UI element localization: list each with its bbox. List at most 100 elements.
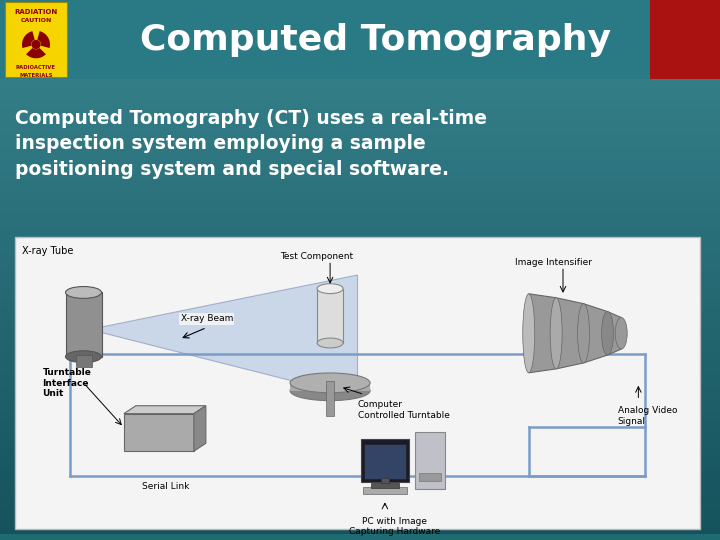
- Polygon shape: [89, 275, 358, 397]
- Bar: [0, 93, 720, 100]
- Bar: [0, 387, 720, 394]
- Text: X-ray Tube: X-ray Tube: [22, 246, 73, 256]
- Bar: [0, 313, 720, 320]
- Text: RADIATION: RADIATION: [14, 9, 58, 15]
- Text: Computed Tomography (CT) uses a real-time
inspection system employing a sample
p: Computed Tomography (CT) uses a real-tim…: [15, 109, 487, 179]
- Text: Serial Link: Serial Link: [142, 482, 189, 491]
- Bar: [419, 474, 441, 481]
- Bar: [0, 160, 720, 167]
- Ellipse shape: [577, 303, 590, 363]
- Polygon shape: [194, 406, 206, 451]
- Bar: [0, 80, 720, 87]
- Bar: [0, 480, 720, 487]
- Bar: [5, 2, 67, 77]
- Bar: [0, 6, 720, 14]
- Bar: [0, 414, 720, 420]
- Ellipse shape: [615, 318, 627, 349]
- Bar: [0, 113, 720, 120]
- Bar: [0, 427, 720, 434]
- Bar: [0, 340, 720, 347]
- Bar: [0, 33, 720, 40]
- Bar: [0, 447, 720, 454]
- Bar: [317, 289, 343, 343]
- Bar: [0, 500, 720, 507]
- Bar: [0, 20, 720, 26]
- Bar: [0, 60, 720, 67]
- Bar: [650, 0, 720, 79]
- Circle shape: [32, 40, 40, 49]
- Text: MATERIALS: MATERIALS: [19, 73, 53, 78]
- Bar: [0, 320, 720, 327]
- Bar: [0, 167, 720, 173]
- Bar: [0, 520, 720, 527]
- Bar: [0, 200, 720, 207]
- Ellipse shape: [290, 381, 370, 401]
- Bar: [0, 147, 720, 153]
- Bar: [0, 307, 720, 313]
- Bar: [0, 327, 720, 334]
- Ellipse shape: [550, 298, 562, 369]
- Ellipse shape: [66, 287, 102, 299]
- Bar: [0, 40, 720, 46]
- Bar: [0, 73, 720, 80]
- Bar: [0, 407, 720, 414]
- Text: Test Component: Test Component: [280, 252, 353, 261]
- Bar: [0, 334, 720, 340]
- Ellipse shape: [523, 294, 535, 373]
- Bar: [0, 494, 720, 500]
- Bar: [0, 87, 720, 93]
- Polygon shape: [528, 294, 621, 373]
- Bar: [0, 300, 720, 307]
- Bar: [0, 193, 720, 200]
- Bar: [0, 107, 720, 113]
- Bar: [0, 180, 720, 187]
- Bar: [0, 454, 720, 460]
- Bar: [0, 14, 720, 20]
- Bar: [76, 355, 91, 367]
- Bar: [0, 507, 720, 514]
- Bar: [363, 487, 407, 494]
- Wedge shape: [26, 48, 46, 58]
- Bar: [0, 267, 720, 273]
- Bar: [381, 478, 389, 484]
- Bar: [0, 527, 720, 534]
- Bar: [0, 460, 720, 467]
- Text: Computed Tomography: Computed Tomography: [140, 23, 611, 57]
- Ellipse shape: [317, 338, 343, 348]
- Bar: [0, 227, 720, 233]
- Bar: [0, 374, 720, 380]
- Text: CAUTION: CAUTION: [20, 18, 52, 23]
- Bar: [0, 434, 720, 440]
- FancyBboxPatch shape: [15, 237, 700, 529]
- Bar: [0, 233, 720, 240]
- Bar: [371, 483, 399, 488]
- Bar: [0, 280, 720, 287]
- Bar: [0, 153, 720, 160]
- Bar: [0, 287, 720, 293]
- Bar: [0, 273, 720, 280]
- Bar: [0, 127, 720, 133]
- Bar: [0, 400, 720, 407]
- Bar: [0, 120, 720, 127]
- Bar: [0, 394, 720, 400]
- Text: PC with Image
Capturing Hardware: PC with Image Capturing Hardware: [349, 517, 441, 536]
- Text: X-ray Beam: X-ray Beam: [181, 314, 233, 323]
- Bar: [415, 432, 445, 489]
- Bar: [0, 367, 720, 374]
- Bar: [0, 440, 720, 447]
- Bar: [0, 133, 720, 140]
- Bar: [0, 53, 720, 60]
- Bar: [290, 383, 370, 391]
- Bar: [0, 420, 720, 427]
- Bar: [326, 381, 334, 416]
- Bar: [0, 240, 720, 247]
- Bar: [0, 173, 720, 180]
- Bar: [0, 293, 720, 300]
- Bar: [0, 46, 720, 53]
- Text: RADIOACTIVE: RADIOACTIVE: [16, 65, 56, 70]
- Bar: [0, 207, 720, 213]
- Bar: [0, 220, 720, 227]
- Bar: [0, 213, 720, 220]
- Bar: [0, 247, 720, 253]
- Bar: [0, 140, 720, 147]
